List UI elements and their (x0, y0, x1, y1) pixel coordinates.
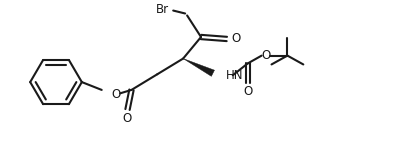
Text: O: O (111, 88, 120, 101)
Text: HN: HN (225, 69, 243, 82)
Text: O: O (260, 49, 270, 62)
Text: O: O (243, 85, 252, 98)
Text: O: O (122, 112, 131, 125)
Text: O: O (230, 32, 240, 45)
Polygon shape (183, 59, 214, 76)
Text: Br: Br (156, 3, 169, 16)
